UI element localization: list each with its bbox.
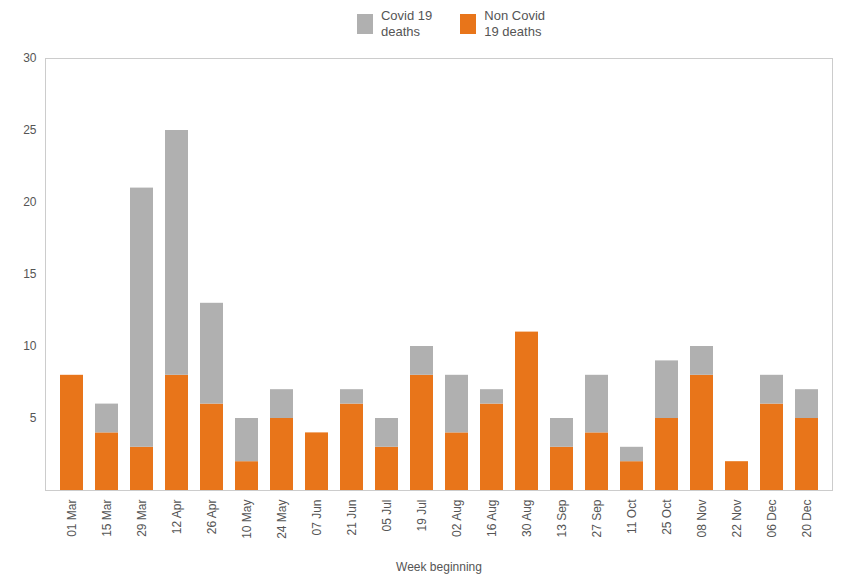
- svg-text:15 Mar: 15 Mar: [100, 500, 114, 537]
- svg-text:11 Oct: 11 Oct: [625, 499, 639, 534]
- svg-text:05 Jul: 05 Jul: [380, 500, 394, 532]
- html-text:Non Covid 19 deaths: Non Covid 19 deaths: [484, 8, 545, 39]
- svg-text:29 Mar: 29 Mar: [135, 500, 149, 537]
- svg-text:06 Dec: 06 Dec: [765, 500, 779, 538]
- svg-text:20: 20: [23, 196, 37, 210]
- svg-text:25: 25: [23, 124, 37, 138]
- svg-text:10: 10: [23, 340, 37, 354]
- svg-text:30 Aug: 30 Aug: [520, 500, 534, 537]
- svg-text:5: 5: [30, 412, 37, 426]
- svg-text:30: 30: [23, 52, 37, 66]
- svg-text:25 Oct: 25 Oct: [660, 499, 674, 535]
- svg-text:22 Nov: 22 Nov: [730, 500, 744, 538]
- svg-text:27 Sep: 27 Sep: [590, 499, 604, 537]
- svg-text:21 Jun: 21 Jun: [345, 500, 359, 536]
- svg-text:Week beginning: Week beginning: [396, 560, 482, 574]
- svg-text:13 Sep: 13 Sep: [555, 499, 569, 537]
- svg-text:10 May: 10 May: [240, 500, 254, 539]
- svg-text:24 May: 24 May: [275, 500, 289, 539]
- svg-text:07 Jun: 07 Jun: [310, 500, 324, 536]
- svg-text:20 Dec: 20 Dec: [800, 500, 814, 538]
- svg-text:01 Mar: 01 Mar: [65, 500, 79, 537]
- svg-text:19 Jul: 19 Jul: [415, 500, 429, 532]
- svg-text:02 Aug: 02 Aug: [450, 500, 464, 537]
- svg-text:26 Apr: 26 Apr: [205, 500, 219, 535]
- svg-text:12 Apr: 12 Apr: [170, 500, 184, 535]
- svg-text:08 Nov: 08 Nov: [695, 500, 709, 538]
- svg-text:16 Aug: 16 Aug: [485, 500, 499, 537]
- html-text:Covid 19 deaths: Covid 19 deaths: [381, 8, 433, 39]
- svg-text:15: 15: [23, 268, 37, 282]
